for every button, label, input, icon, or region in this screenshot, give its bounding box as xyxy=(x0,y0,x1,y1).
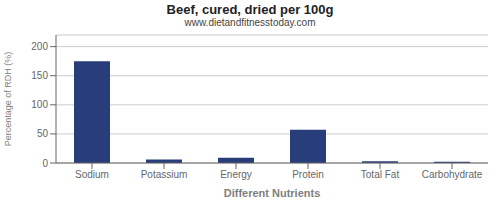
html-text:www.dietandfitnesstoday.com: www.dietandfitnesstoday.com xyxy=(184,17,316,28)
svg-text:Percentage of RDH (%): Percentage of RDH (%) xyxy=(8,52,13,147)
svg-text:100: 100 xyxy=(31,99,48,110)
svg-text:Potassium: Potassium xyxy=(141,169,188,180)
svg-text:Carbohydrate: Carbohydrate xyxy=(422,169,483,180)
svg-text:200: 200 xyxy=(31,41,48,52)
html-text:Beef, cured, dried per 100g: Beef, cured, dried per 100g xyxy=(166,2,334,17)
svg-text:Total Fat: Total Fat xyxy=(361,169,400,180)
svg-text:50: 50 xyxy=(37,128,49,139)
svg-text:Energy: Energy xyxy=(220,169,252,180)
svg-text:0: 0 xyxy=(42,158,48,169)
svg-text:Different Nutrients: Different Nutrients xyxy=(224,187,321,199)
svg-text:Sodium: Sodium xyxy=(75,169,109,180)
svg-text:150: 150 xyxy=(31,70,48,81)
svg-text:Protein: Protein xyxy=(292,169,324,180)
